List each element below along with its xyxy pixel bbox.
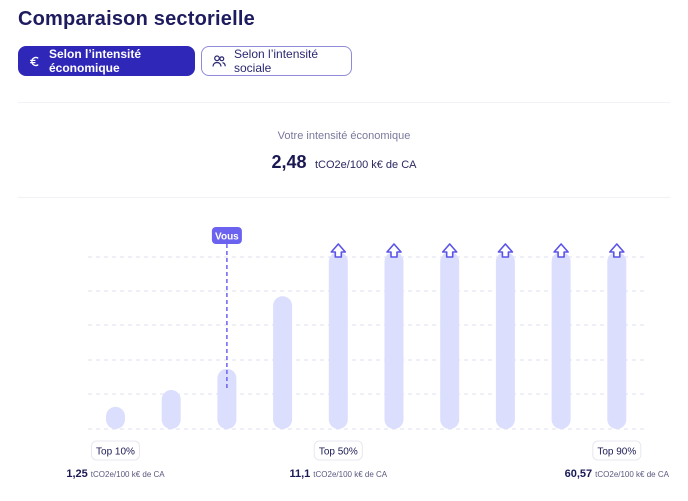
distribution-bar [161,390,181,429]
economic-intensity-toggle[interactable]: Selon l’intensité économique [18,46,195,76]
percentile-badge [592,440,642,461]
percentile-unit: tCO2e/100 k€ de CA [313,470,387,479]
summary-unit: tCO2e/100 k€ de CA [314,159,417,171]
intensity-summary: Votre intensité économique 2,48 tCO2e/10… [18,102,670,198]
economic-intensity-label: Selon l’intensité économique [49,47,142,75]
overflow-arrow-icon [386,243,402,258]
distribution-bar [106,406,125,429]
percentile-value: 1,25 tCO2e/100 k€ de CA [66,468,165,480]
percentile-label: Top 50% [319,447,358,458]
social-intensity-label: Selon l’intensité sociale [234,47,319,75]
percentile-number: 11,1 [289,468,310,480]
distribution-bar [440,252,460,429]
overflow-arrow-icon [553,243,569,258]
distribution-bar [273,296,293,429]
you-label: Vous [215,232,239,243]
percentile-badge [313,440,363,461]
percentile-unit: tCO2e/100 k€ de CA [91,470,165,479]
euro-icon [28,54,41,68]
overflow-arrow-icon [330,243,347,258]
overflow-arrow-icon [609,243,625,258]
users-icon [212,54,226,68]
overflow-arrow-icon [441,243,458,258]
page-title: Comparaison sectorielle [18,8,255,30]
distribution-bar [328,252,348,429]
percentile-label: Top 10% [96,447,135,458]
summary-value: 2,48 [271,152,307,172]
distribution-bar [384,252,404,429]
percentile-value: 60,57 tCO2e/100 k€ de CA [565,468,670,480]
percentile-number: 60,57 [565,468,593,480]
summary-label: Votre intensité économique [277,130,411,142]
percentile-unit: tCO2e/100 k€ de CA [595,470,669,479]
percentile-badge [91,440,140,461]
percentile-number: 1,25 [66,468,87,480]
overflow-arrow-icon [497,243,514,258]
distribution-bar [551,252,571,429]
social-intensity-toggle[interactable]: Selon l’intensité sociale [201,46,352,76]
distribution-bar [217,368,237,429]
distribution-bar [495,252,515,429]
percentile-value: 11,1 tCO2e/100 k€ de CA [289,468,387,480]
you-badge [211,227,242,244]
distribution-bar [607,252,627,429]
sector-comparison-chart: Vous Top 10% 1,25 tCO2e/100 k€ de CA Top 50%… [66,227,670,480]
percentile-label: Top 90% [597,447,636,458]
